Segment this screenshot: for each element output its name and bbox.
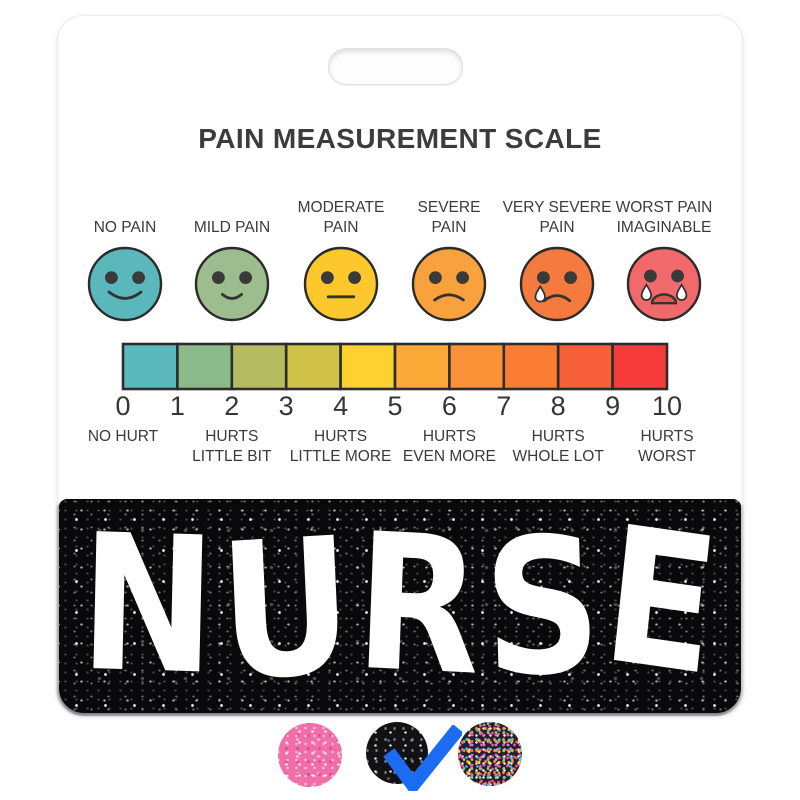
no-pain-face-icon bbox=[87, 246, 163, 322]
eye bbox=[456, 271, 469, 284]
scale-number: 9 bbox=[605, 391, 621, 421]
scale-numbers-row: 0 1 2 3 4 5 6 7 8 9 10 bbox=[115, 391, 682, 423]
slight-smile-mouth bbox=[221, 293, 243, 300]
face-group-mild-pain: MILD PAIN bbox=[174, 194, 290, 324]
tear-icon bbox=[534, 284, 546, 303]
scale-number: 5 bbox=[387, 391, 403, 421]
frown-mouth bbox=[433, 293, 465, 302]
scale-segment bbox=[339, 342, 397, 391]
face-label: VERY SEVERE PAIN bbox=[502, 199, 612, 237]
frown-mouth bbox=[542, 294, 572, 303]
scale-segment bbox=[176, 342, 234, 391]
scale-descriptor: HURTS WHOLE LOT bbox=[512, 428, 604, 466]
face-group-very-severe-pain: VERY SEVERE PAIN bbox=[499, 194, 615, 324]
eye bbox=[671, 269, 684, 283]
scale-segment bbox=[121, 342, 179, 391]
scale-descriptor: NO HURT bbox=[87, 428, 159, 445]
scale-number: 1 bbox=[169, 391, 185, 421]
nurse-name-text: N U R S E bbox=[77, 486, 731, 723]
pain-scale-title: PAIN MEASUREMENT SCALE bbox=[198, 123, 602, 154]
scale-bar bbox=[121, 342, 669, 391]
severe-pain-face-icon bbox=[411, 246, 487, 322]
scale-descriptor: HURTS LITTLE MORE bbox=[289, 428, 392, 466]
nurse-letter: S bbox=[481, 496, 609, 720]
eye bbox=[212, 271, 225, 284]
face-circle bbox=[519, 246, 595, 322]
eye bbox=[239, 271, 252, 284]
face-label: MILD PAIN bbox=[193, 219, 271, 237]
scale-number: 4 bbox=[333, 391, 349, 421]
nurse-letter: E bbox=[594, 486, 732, 719]
tear-icon bbox=[640, 283, 653, 301]
face-label: MODERATE PAIN bbox=[297, 199, 385, 237]
face-group-moderate-pain: MODERATE PAIN bbox=[283, 194, 399, 324]
face-circle bbox=[626, 246, 702, 322]
scale-segment bbox=[502, 342, 560, 391]
open-frown-mouth bbox=[650, 293, 678, 305]
face-label: WORST PAIN IMAGINABLE bbox=[615, 199, 713, 237]
scale-number: 10 bbox=[651, 391, 683, 421]
swatch-rainbow-glitter[interactable] bbox=[458, 722, 522, 786]
scale-descriptor: HURTS WORST bbox=[638, 428, 696, 466]
eye bbox=[132, 271, 145, 284]
scale-segment bbox=[393, 342, 451, 391]
scale-number: 3 bbox=[278, 391, 294, 421]
face-circle bbox=[87, 246, 163, 322]
scale-number: 6 bbox=[441, 391, 457, 421]
scale-descriptors-row: NO HURT HURTS LITTLE BIT HURTS LITTLE MO… bbox=[88, 427, 696, 471]
pain-faces-row: NO PAIN MILD PAIN bbox=[58, 194, 742, 330]
eye bbox=[564, 271, 577, 284]
scale-number: 8 bbox=[550, 391, 566, 421]
smile-mouth bbox=[107, 290, 143, 300]
swatch-pink-glitter[interactable] bbox=[278, 723, 342, 787]
scale-descriptor: HURTS LITTLE BIT bbox=[192, 428, 272, 466]
badge-slot-hole bbox=[328, 48, 463, 85]
worst-pain-face-icon bbox=[626, 246, 702, 322]
name-plate: N U R S E bbox=[59, 486, 741, 724]
nurse-letter: U bbox=[215, 497, 361, 724]
face-label: NO PAIN bbox=[93, 219, 157, 237]
face-label: SEVERE PAIN bbox=[417, 199, 481, 237]
scale-descriptor: HURTS EVEN MORE bbox=[402, 428, 496, 466]
face-group-worst-pain: WORST PAIN IMAGINABLE bbox=[606, 194, 722, 324]
scale-segment bbox=[611, 342, 669, 391]
face-group-severe-pain: SEVERE PAIN bbox=[391, 194, 507, 324]
nurse-letter: N bbox=[77, 494, 223, 718]
face-circle bbox=[194, 246, 270, 322]
face-group-no-pain: NO PAIN bbox=[67, 194, 183, 324]
nurse-letter: R bbox=[351, 493, 489, 719]
badge-card: PAIN MEASUREMENT SCALE NO PAIN MILD PAIN bbox=[57, 15, 743, 724]
eye bbox=[644, 269, 657, 283]
scale-number: 2 bbox=[224, 391, 240, 421]
moderate-pain-face-icon bbox=[303, 246, 379, 322]
scale-segment bbox=[284, 342, 342, 391]
face-circle bbox=[303, 246, 379, 322]
scale-segment bbox=[448, 342, 506, 391]
scale-segment bbox=[230, 342, 288, 391]
selected-check-icon bbox=[383, 725, 462, 791]
eye bbox=[348, 271, 361, 284]
eye bbox=[537, 271, 550, 284]
pain-scale: 0 1 2 3 4 5 6 7 8 9 10 NO HURT HURTS LIT… bbox=[88, 342, 696, 482]
scale-number: 7 bbox=[496, 391, 512, 421]
eye bbox=[321, 271, 334, 284]
eye bbox=[105, 271, 118, 284]
face-circle bbox=[411, 246, 487, 322]
very-severe-pain-face-icon bbox=[519, 246, 595, 322]
scale-number: 0 bbox=[115, 391, 131, 421]
eye bbox=[429, 271, 442, 284]
checkmark bbox=[383, 725, 462, 791]
mild-pain-face-icon bbox=[194, 246, 270, 322]
tear-icon bbox=[675, 283, 688, 301]
scale-segment bbox=[556, 342, 614, 391]
